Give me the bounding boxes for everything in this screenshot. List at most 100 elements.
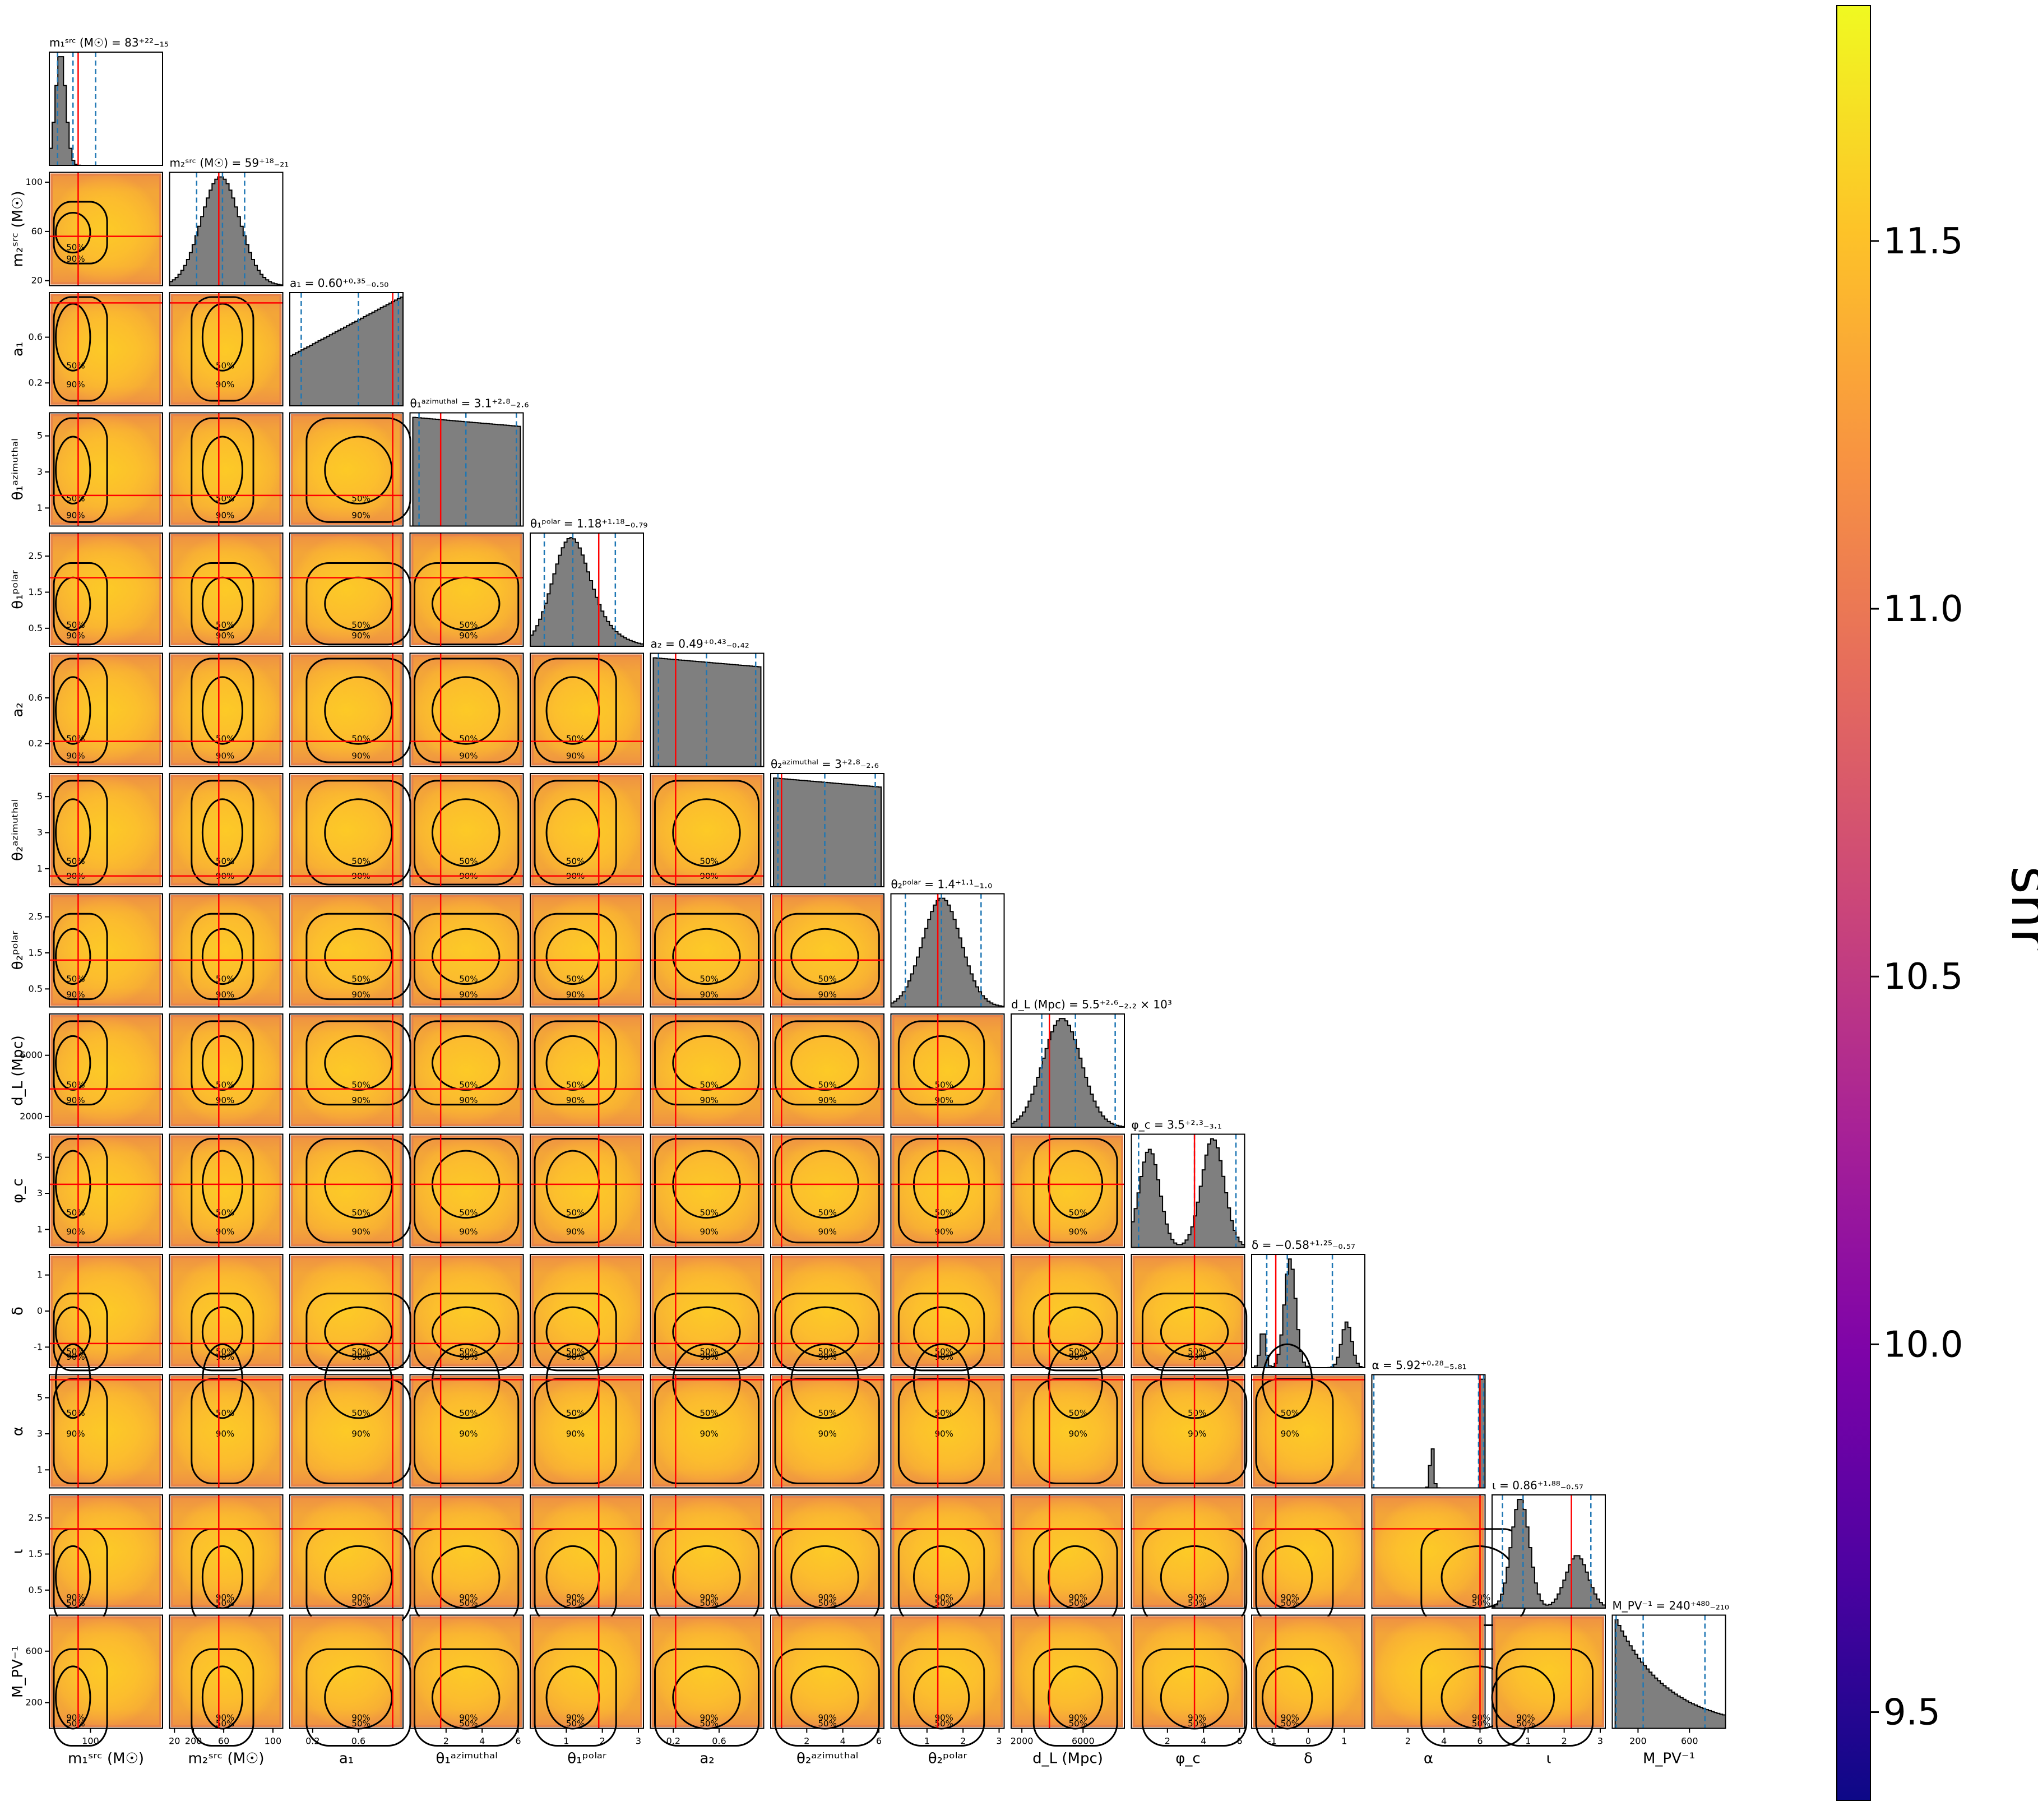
contour-label-90: 90% bbox=[66, 1227, 85, 1237]
y-tick-label: 0 bbox=[37, 1305, 43, 1316]
contour-label-90: 90% bbox=[66, 379, 85, 390]
contour-90 bbox=[191, 1293, 254, 1372]
contour-label-90: 90% bbox=[1069, 1592, 1087, 1603]
contour-label-50: 50% bbox=[566, 1408, 585, 1418]
panel-frame bbox=[289, 1614, 404, 1729]
contour-50 bbox=[201, 676, 243, 745]
panel-frame bbox=[770, 1374, 884, 1489]
panel-frame bbox=[1011, 1614, 1125, 1729]
histogram-dL: d_L (Mpc) = 5.5⁺²·⁶₋₂.₂ × 10³ bbox=[1011, 998, 1172, 1128]
contour-label-90: 90% bbox=[216, 990, 234, 1000]
panel-dL-vs-delta: 50%90% bbox=[1011, 1254, 1125, 1372]
panel-frame bbox=[650, 893, 765, 1008]
panel-frame bbox=[1011, 1013, 1125, 1128]
contour-50 bbox=[55, 928, 91, 985]
panel-a2-vs-th2p: 50% 90% bbox=[650, 893, 765, 1008]
contour-label-50: 50% bbox=[1069, 1408, 1087, 1418]
x-tick-label: 1 bbox=[924, 1736, 930, 1747]
x-tick-label: 2 bbox=[600, 1736, 605, 1747]
contour-label-50: 50% bbox=[216, 974, 234, 984]
y-tick-label: 20 bbox=[31, 275, 43, 286]
scatter-cloud-core bbox=[1255, 1378, 1361, 1485]
panel-th1p-vs-phic: 50% 90% bbox=[530, 1133, 644, 1248]
scatter-cloud-core bbox=[173, 656, 280, 763]
x-tick-label: 0.6 bbox=[351, 1736, 365, 1747]
contour-label-90: 90% bbox=[1069, 1352, 1087, 1362]
contour-label-50: 50% bbox=[566, 1208, 585, 1218]
histogram-delta: δ = −0.58⁺¹·²⁵₋₀.₅₇ bbox=[1251, 1238, 1365, 1368]
x-tick-label: 2 bbox=[1562, 1736, 1567, 1747]
panel-phic-vs-alpha: 50% 90% bbox=[1131, 1343, 1248, 1489]
colorbar-tick-label: 11.0 bbox=[1883, 589, 1963, 630]
panel-frame bbox=[289, 532, 404, 647]
contour-label-90: 90% bbox=[216, 751, 234, 761]
x-tick-label: 600 bbox=[1681, 1736, 1698, 1747]
contour-label-50: 50% bbox=[700, 1080, 718, 1090]
contour-label-50: 50% bbox=[818, 1719, 836, 1729]
panel-frame bbox=[770, 1133, 884, 1248]
contour-label-50: 50% bbox=[935, 1598, 953, 1608]
contour-label-50: 50% bbox=[66, 974, 85, 984]
contour-90 bbox=[414, 1648, 520, 1747]
scatter-cloud-core bbox=[293, 1017, 400, 1124]
contour-label-50: 50% bbox=[351, 620, 370, 630]
panel-frame bbox=[289, 773, 404, 887]
contour-90 bbox=[897, 1138, 985, 1244]
histogram-title: m₁ˢʳᶜ (M☉) = 83⁺²²₋₁₅ bbox=[49, 36, 169, 49]
y-tick-label: 1.5 bbox=[29, 947, 43, 958]
contour-label-90: 90% bbox=[351, 1592, 370, 1603]
x-tick-label: 6000 bbox=[1072, 1736, 1095, 1747]
contour-50 bbox=[672, 928, 741, 985]
panel-frame bbox=[169, 412, 284, 527]
panel-frame bbox=[650, 1614, 765, 1729]
panel-frame bbox=[770, 1614, 884, 1729]
contour-90 bbox=[191, 1138, 254, 1244]
contour-label-50: 50% bbox=[216, 856, 234, 866]
contour-90 bbox=[654, 1293, 760, 1372]
histogram-alpha: α = 5.92⁺⁰·²⁸₋₅.₈₁ bbox=[1371, 1359, 1486, 1489]
y-axis-label: α bbox=[10, 1427, 26, 1436]
x-axis-label: δ bbox=[1304, 1750, 1313, 1767]
panel-m2-vs-dL: 50% 90% bbox=[169, 1013, 284, 1128]
x-tick-label: 0.6 bbox=[712, 1736, 726, 1747]
contour-label-50: 50% bbox=[459, 1080, 478, 1090]
panel-phic-vs-mpv: 50%90% 2 4 6 φ_c bbox=[1131, 1614, 1248, 1767]
panel-th1az-vs-iota: 50%90% bbox=[409, 1494, 524, 1626]
contour-label-50: 50% bbox=[459, 1347, 478, 1357]
panel-frame bbox=[530, 773, 644, 887]
panel-frame bbox=[409, 652, 524, 767]
panel-a2-vs-iota: 50%90% bbox=[650, 1494, 765, 1626]
scatter-cloud-core bbox=[173, 1137, 280, 1244]
scatter-cloud-core bbox=[534, 1378, 640, 1485]
panel-frame bbox=[650, 1494, 765, 1609]
contour-90 bbox=[53, 657, 108, 763]
histogram-th2az: θ₂ᵃᶻⁱᵐᵘᵗʰᵃˡ = 3⁺²·⁸₋₂.₆ bbox=[770, 757, 884, 887]
panel-frame bbox=[890, 1614, 1005, 1729]
scatter-cloud-core bbox=[1375, 1498, 1482, 1605]
contour-90 bbox=[53, 562, 108, 646]
contour-90 bbox=[654, 1648, 760, 1747]
contour-label-50: 50% bbox=[66, 1598, 85, 1608]
contour-label-50: 50% bbox=[351, 1080, 370, 1090]
histogram-bars-a1 bbox=[289, 297, 404, 406]
contour-label-90: 90% bbox=[818, 1429, 836, 1439]
histogram-title: M_PV⁻¹ = 240⁺⁴⁸⁰₋₂₁₀ bbox=[1613, 1599, 1729, 1613]
contour-90 bbox=[414, 1293, 520, 1372]
panel-th2p-vs-delta: 50%90% bbox=[890, 1254, 1005, 1372]
panel-th1p-vs-delta: 50%90% bbox=[530, 1254, 644, 1372]
contour-label-50: 50% bbox=[1188, 1408, 1206, 1418]
contour-label-90: 90% bbox=[1188, 1352, 1206, 1362]
contour-50 bbox=[672, 798, 741, 867]
contour-label-90: 90% bbox=[1281, 1713, 1299, 1723]
panel-a1-vs-dL: 50% 90% bbox=[289, 1013, 411, 1128]
panel-m1-vs-delta: 50%90% -1 0 1 δ bbox=[10, 1254, 163, 1372]
scatter-cloud-core bbox=[413, 1498, 520, 1605]
contour-50 bbox=[55, 1343, 91, 1419]
scatter-cloud-core bbox=[1015, 1618, 1121, 1725]
contour-label-90: 90% bbox=[351, 990, 370, 1000]
panel-frame bbox=[530, 1013, 644, 1128]
histogram-bars-m2 bbox=[169, 176, 284, 286]
y-tick-label: 100 bbox=[25, 177, 43, 187]
scatter-cloud-core bbox=[774, 1017, 881, 1124]
